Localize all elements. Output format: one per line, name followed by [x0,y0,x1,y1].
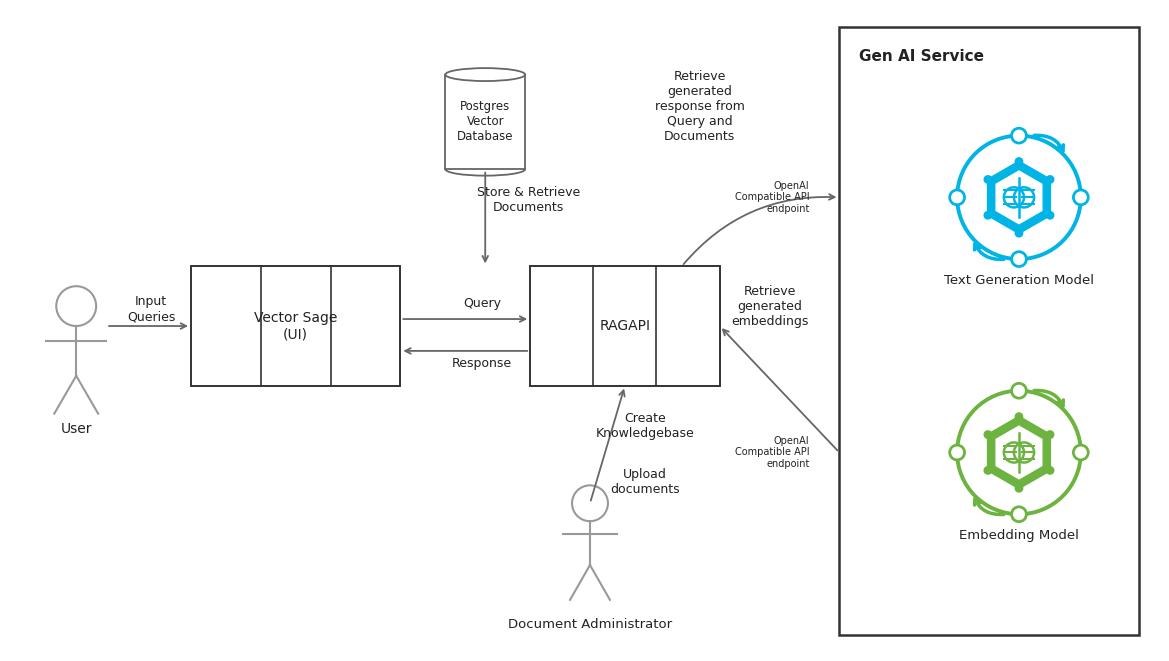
Circle shape [1046,431,1053,438]
Polygon shape [988,161,1050,233]
Circle shape [1015,158,1023,165]
Circle shape [1015,413,1023,420]
Text: Retrieve
generated
response from
Query and
Documents: Retrieve generated response from Query a… [655,71,745,143]
Bar [445,75,525,169]
Text: Embedding Model: Embedding Model [959,529,1079,542]
Text: Create
Knowledgebase: Create Knowledgebase [595,412,694,440]
Text: User: User [61,422,92,436]
Bar [530,266,720,386]
Circle shape [984,212,991,219]
Bar [839,27,1139,635]
Bar [191,266,401,386]
Text: Text Generation Model: Text Generation Model [943,274,1094,287]
Text: Retrieve
generated
embeddings: Retrieve generated embeddings [731,285,808,328]
Ellipse shape [445,68,525,81]
Circle shape [1046,176,1053,183]
Circle shape [1011,252,1026,266]
Polygon shape [995,424,1043,481]
Text: Upload
documents: Upload documents [610,469,679,496]
Circle shape [984,431,991,438]
Text: Document Administrator: Document Administrator [507,618,672,631]
Circle shape [949,445,964,460]
Circle shape [1011,383,1026,398]
Text: Response: Response [452,358,512,370]
Circle shape [984,176,991,183]
Text: Vector Sage
(UI): Vector Sage (UI) [254,311,338,341]
Polygon shape [995,169,1043,225]
Circle shape [1011,128,1026,143]
Circle shape [1073,190,1088,205]
Ellipse shape [445,163,525,176]
Circle shape [984,467,991,474]
Text: RAGAPI: RAGAPI [600,319,650,333]
Polygon shape [988,416,1050,488]
Text: Query: Query [463,297,502,309]
Circle shape [1015,229,1023,237]
Text: OpenAI
Compatible API
endpoint: OpenAI Compatible API endpoint [735,180,809,214]
Circle shape [1046,467,1053,474]
Text: OpenAI
Compatible API
endpoint: OpenAI Compatible API endpoint [735,436,809,469]
Text: Gen AI Service: Gen AI Service [859,49,984,64]
Text: Postgres
Vector
Database: Postgres Vector Database [457,100,513,143]
Text: Input
Queries: Input Queries [127,295,175,323]
Circle shape [949,190,964,205]
Circle shape [1073,445,1088,460]
Circle shape [1011,507,1026,522]
Circle shape [1015,485,1023,492]
Circle shape [1046,212,1053,219]
Text: Store & Retrieve
Documents: Store & Retrieve Documents [477,186,580,214]
